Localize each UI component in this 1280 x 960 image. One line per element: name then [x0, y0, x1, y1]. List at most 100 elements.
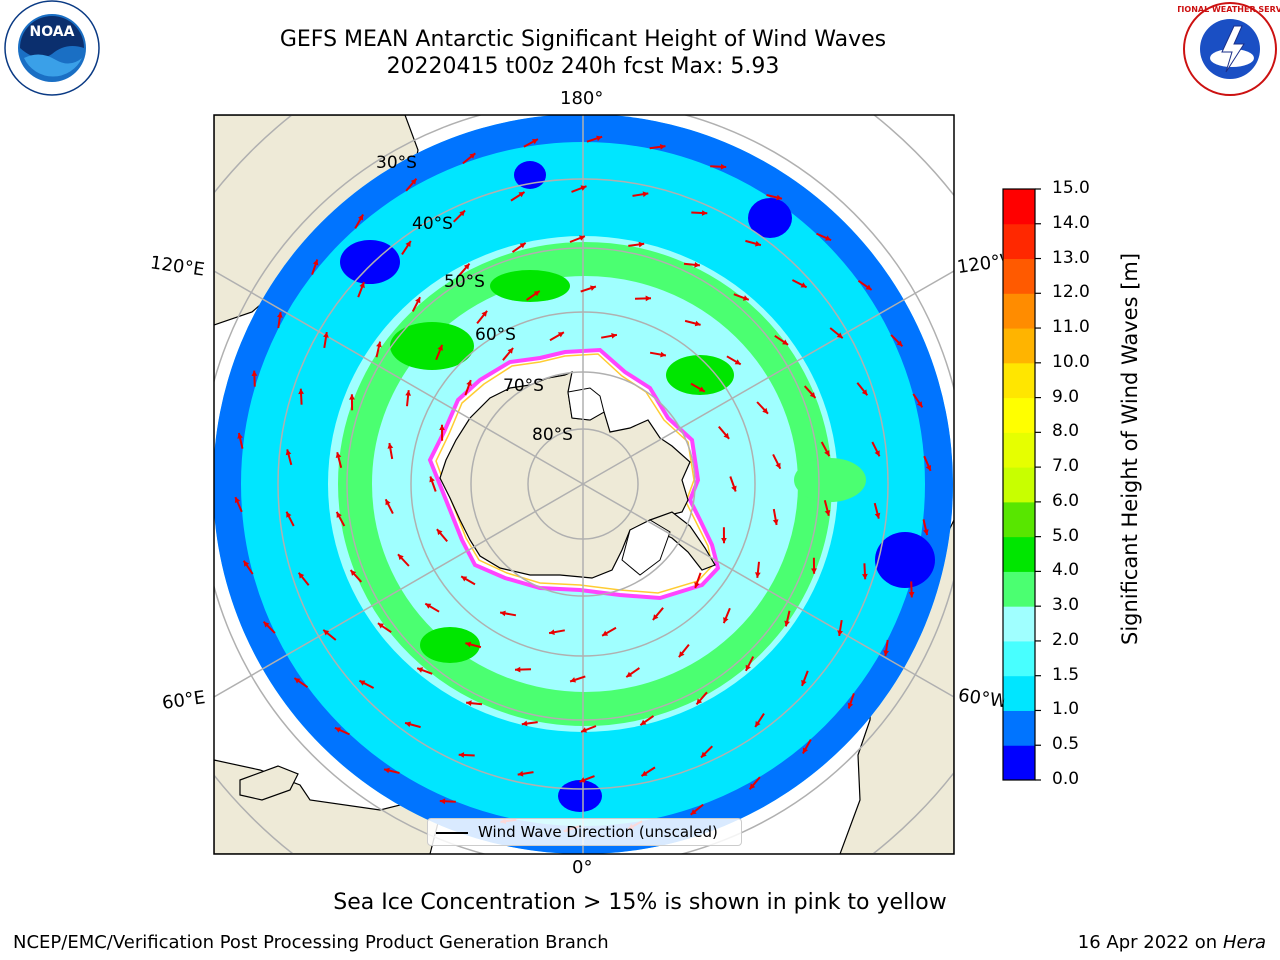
- wave-arrow-head: [481, 310, 488, 317]
- nws-logo: NATIONAL WEATHER SERVICE: [1178, 2, 1280, 96]
- wave-arrow-head: [694, 582, 700, 588]
- wave-arrow-head: [925, 465, 932, 471]
- colorbar-segment: [1003, 397, 1035, 433]
- wave-arrow-head: [694, 262, 700, 268]
- wave-arrow-head: [742, 295, 749, 301]
- wave-arrow-head: [335, 452, 342, 458]
- colorbar-tick-label: 15.0: [1052, 178, 1090, 198]
- wave-arrow-head: [579, 235, 585, 241]
- wave-arrow-head: [461, 576, 468, 582]
- colorbar-tick-label: 3.0: [1052, 595, 1080, 616]
- wave-arrow-head: [517, 770, 524, 777]
- wave-arrow-head: [286, 511, 292, 518]
- wave-arrow-head: [660, 351, 666, 358]
- wave-arrow-head: [626, 671, 633, 678]
- sea-ice-note: Sea Ice Concentration > 15% is shown in …: [333, 890, 947, 915]
- land-antarctica: [439, 370, 691, 579]
- sea-3-4m-patch: [794, 458, 866, 502]
- sea-4-5m-patch: [390, 322, 474, 370]
- colorbar-tick-label: 1.5: [1052, 664, 1080, 685]
- wave-arrow-head: [298, 388, 304, 395]
- legend-label: Wind Wave Direction (unscaled): [478, 823, 718, 841]
- ice-shelf-weddell: [621, 519, 671, 576]
- sea-0-0.5m-patch: [514, 161, 546, 189]
- wave-arrow-head: [323, 332, 329, 338]
- wave-arrow-head: [811, 568, 817, 574]
- wave-arrow-head: [802, 747, 808, 754]
- colorbar-segment: [1003, 258, 1035, 294]
- wave-arrow-head: [549, 629, 555, 635]
- sea-4-5m-patch: [666, 355, 734, 395]
- sea-4-5m-patch: [490, 270, 570, 302]
- wave-arrow-head: [349, 394, 355, 400]
- wave-arrow-head: [923, 529, 929, 535]
- wave-arrow-head: [755, 721, 761, 727]
- wave-arrow-head: [883, 650, 889, 656]
- wave-arrow-head: [916, 401, 923, 408]
- legend-line-swatch: [436, 832, 468, 834]
- wave-arrow-head: [570, 677, 576, 683]
- wave-arrow-head: [417, 667, 424, 673]
- wave-arrow-head: [641, 770, 648, 776]
- wave-arrow-head: [782, 339, 789, 345]
- wave-arrow-head: [243, 560, 250, 567]
- wave-arrow-head: [415, 297, 421, 304]
- wave-arrow-head: [358, 214, 364, 221]
- wave-arrow-head: [439, 798, 446, 805]
- sea-0-0.5m-patch: [748, 198, 792, 238]
- wave-arrow-head: [784, 620, 790, 627]
- wave-arrow-head: [263, 621, 270, 628]
- wave-arrow-head: [500, 610, 506, 617]
- wave-arrow-head: [825, 235, 832, 241]
- wave-arrow-head: [590, 285, 596, 291]
- colorbar-segment: [1003, 640, 1035, 677]
- wave-arrow-head: [429, 476, 435, 483]
- wave-arrow-head: [350, 570, 357, 576]
- colorbar-segment: [1003, 501, 1035, 538]
- lat-label-70s: 70°S: [503, 376, 544, 396]
- wave-arrow-head: [436, 529, 443, 536]
- wave-arrow-head: [862, 573, 868, 580]
- wave-arrow-head: [425, 603, 432, 609]
- wave-arrow-head: [557, 332, 564, 338]
- wave-arrow-head: [323, 629, 330, 636]
- wave-arrow-head: [384, 767, 390, 774]
- wave-arrow-head: [745, 664, 751, 671]
- wave-arrow-head: [336, 511, 342, 518]
- wave-arrow-head: [690, 809, 697, 815]
- wave-arrow-head: [285, 449, 292, 456]
- colorbar-tick-label: 7.0: [1052, 456, 1080, 477]
- graticule: [214, 115, 954, 854]
- colorbar: [1003, 188, 1041, 781]
- run-date-prefix: 16 Apr 2022 on: [1077, 932, 1218, 953]
- lat-label-50s: 50°S: [444, 272, 485, 292]
- colorbar-tick-label: 1.0: [1052, 699, 1080, 720]
- colorbar-segment: [1003, 675, 1035, 711]
- wave-arrow-head: [836, 332, 843, 339]
- wave-arrow-head: [731, 485, 737, 492]
- wave-arrow-head: [251, 370, 258, 376]
- wave-arrow-head: [678, 651, 685, 658]
- colorbar-tick-label: 6.0: [1052, 490, 1080, 511]
- colorbar-tick-label: 10.0: [1052, 351, 1090, 372]
- wave-arrow-head: [694, 320, 701, 327]
- colorbar-segment: [1003, 536, 1035, 572]
- wave-arrow-head: [602, 630, 609, 636]
- wave-arrow-head: [387, 443, 394, 449]
- wave-arrow-head: [762, 407, 768, 414]
- lat-label-80s: 80°S: [532, 425, 573, 445]
- wave-arrow-head: [533, 290, 540, 297]
- lat-label-60s: 60°S: [475, 325, 516, 345]
- wave-arrow-head: [755, 572, 761, 578]
- colorbar-segment: [1003, 571, 1035, 607]
- wave-arrow-head: [579, 777, 586, 783]
- colorbar-segment: [1003, 328, 1035, 364]
- colorbar-tick-label: 13.0: [1052, 247, 1090, 268]
- wave-arrow-head: [596, 135, 603, 142]
- wave-arrow-head: [861, 389, 868, 396]
- colorbar-tick-label: 14.0: [1052, 212, 1090, 233]
- wave-arrow-head: [824, 450, 830, 457]
- wave-arrow-head: [755, 240, 761, 247]
- wave-arrow-head: [696, 698, 703, 705]
- colorbar-tick-label: 8.0: [1052, 421, 1080, 442]
